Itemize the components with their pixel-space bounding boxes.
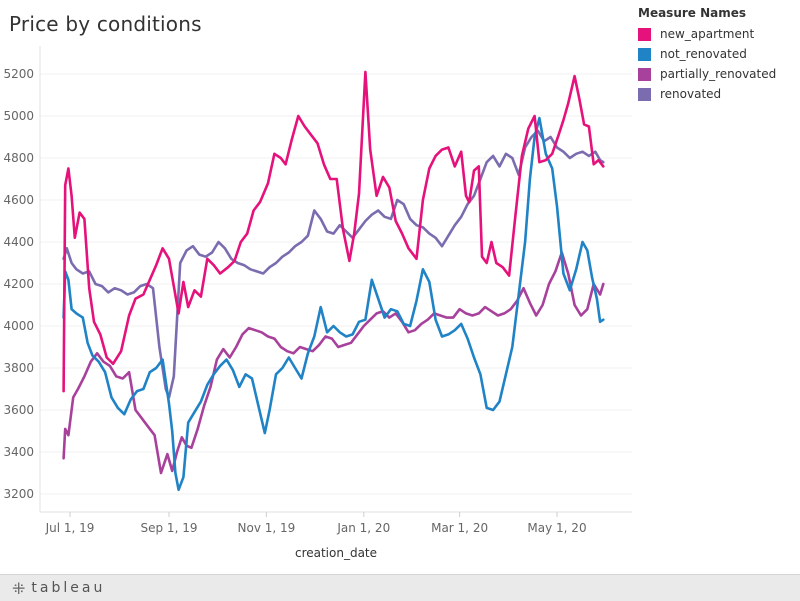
legend-swatch: [638, 87, 651, 101]
legend-label: renovated: [660, 87, 722, 101]
y-tick-label: 3400: [3, 445, 34, 459]
y-tick-label: 3200: [3, 487, 34, 501]
legend-swatch: [638, 67, 651, 81]
legend-label: new_apartment: [660, 27, 755, 41]
y-tick-label: 4000: [3, 319, 34, 333]
x-tick-label: Sep 1, 19: [141, 521, 198, 535]
x-tick-label: Jul 1, 19: [45, 521, 95, 535]
legend-item-new-apartment[interactable]: new_apartment: [638, 24, 798, 44]
series-line-not-renovated: [62, 116, 605, 492]
legend-title: Measure Names: [638, 6, 747, 20]
x-tick-label: Jan 1, 20: [336, 521, 390, 535]
x-tick-label: Nov 1, 19: [238, 521, 296, 535]
x-tick-label: May 1, 20: [527, 521, 586, 535]
y-tick-label: 5200: [3, 67, 34, 81]
y-tick-label: 4200: [3, 277, 34, 291]
chart-title: Price by conditions: [9, 12, 202, 36]
x-tick-label: Mar 1, 20: [431, 521, 488, 535]
legend-item-not-renovated[interactable]: not_renovated: [638, 44, 798, 64]
tableau-logo-icon: ⁜: [12, 578, 26, 598]
y-tick-label: 5000: [3, 109, 34, 123]
line-chart: 3200 3400 3600 3800 4000 4200 4400 4600 4800 5000…: [3, 46, 632, 560]
y-tick-label: 3600: [3, 403, 34, 417]
series-line-partially-renovated: [62, 251, 605, 475]
x-axis-label: creation_date: [295, 546, 377, 560]
legend-label: partially_renovated: [660, 67, 777, 81]
legend-item-partially-renovated[interactable]: partially_renovated: [638, 64, 798, 84]
series-line-renovated: [62, 129, 605, 399]
legend-swatch: [638, 47, 651, 61]
tableau-brand[interactable]: ⁜ tableau: [12, 579, 105, 598]
series-line-new-apartment: [62, 70, 605, 393]
y-tick-label: 3800: [3, 361, 34, 375]
legend-label: not_renovated: [660, 47, 747, 61]
legend-swatch: [638, 27, 651, 41]
brand-name: tableau: [31, 580, 106, 596]
footer-bar: ⁜ tableau: [0, 574, 800, 601]
legend-item-renovated[interactable]: renovated: [638, 84, 798, 104]
y-tick-label: 4800: [3, 151, 34, 165]
y-tick-label: 4600: [3, 193, 34, 207]
y-tick-label: 4400: [3, 235, 34, 249]
legend: Measure Names new_apartment not_renovate…: [638, 6, 798, 104]
